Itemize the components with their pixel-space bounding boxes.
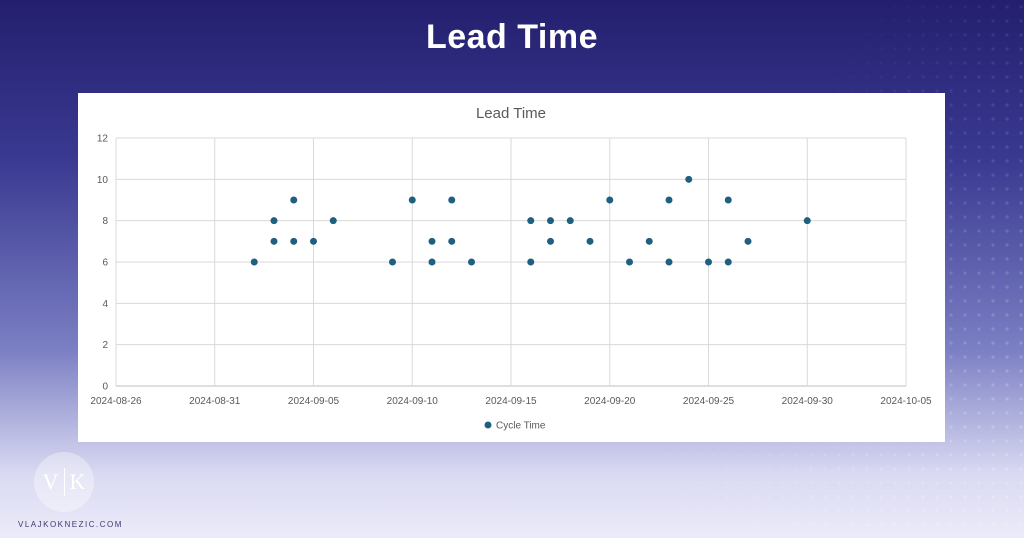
- y-tick-label: 6: [102, 258, 108, 269]
- data-point: [665, 196, 673, 204]
- data-point: [665, 258, 673, 266]
- chart-card: Lead Time 0 2 4 6 8 10 12 2024-08-26 2024-08-31…: [78, 93, 945, 442]
- data-point: [428, 258, 436, 266]
- data-point: [329, 217, 337, 225]
- logo-letter-k: K: [69, 469, 86, 494]
- page-title: Lead Time: [425, 18, 599, 56]
- data-point: [270, 237, 278, 245]
- data-point: [744, 237, 752, 245]
- data-point: [626, 258, 633, 266]
- x-tick-label: 2024-08-26: [90, 396, 142, 407]
- x-tick-label: 2024-10-05: [880, 396, 932, 407]
- legend-label-cycle-time: Cycle Time: [496, 421, 546, 432]
- logo-divider: [63, 468, 65, 496]
- data-point: [270, 217, 278, 225]
- data-point: [448, 196, 456, 204]
- data-point: [408, 196, 416, 204]
- brand-logo: V K: [34, 452, 94, 512]
- data-point: [606, 196, 614, 204]
- data-point: [547, 217, 554, 225]
- data-point: [290, 196, 298, 204]
- x-tick-label: 2024-08-31: [189, 396, 241, 407]
- data-points: [250, 175, 811, 266]
- chart-gridlines: [115, 137, 907, 387]
- x-tick-label: 2024-09-20: [584, 396, 636, 407]
- data-point: [389, 258, 396, 266]
- x-tick-label: 2024-09-30: [782, 396, 834, 407]
- x-tick-label: 2024-09-15: [485, 396, 537, 407]
- data-point: [527, 217, 535, 225]
- data-point: [250, 258, 258, 266]
- x-axis-ticks: 2024-08-26 2024-08-31 2024-09-05 2024-09-10…: [90, 396, 932, 407]
- y-tick-label: 4: [102, 299, 108, 310]
- x-tick-label: 2024-09-25: [683, 396, 735, 407]
- y-tick-label: 8: [102, 216, 108, 227]
- logo-letter-v: V: [42, 469, 59, 494]
- data-point: [645, 237, 653, 245]
- chart-title: Lead Time: [476, 105, 546, 122]
- legend-marker: [484, 421, 492, 429]
- y-tick-label: 2: [102, 340, 108, 351]
- data-point: [724, 258, 732, 266]
- y-tick-label: 12: [97, 134, 109, 145]
- data-point: [468, 258, 475, 266]
- data-point: [566, 217, 574, 225]
- x-tick-label: 2024-09-10: [387, 396, 439, 407]
- chart-legend: Cycle Time: [484, 421, 546, 432]
- data-point: [428, 237, 436, 245]
- y-axis-ticks: 0 2 4 6 8 10 12: [97, 134, 109, 393]
- y-tick-label: 10: [97, 175, 109, 186]
- x-tick-label: 2024-09-05: [288, 396, 340, 407]
- data-point: [705, 258, 712, 266]
- data-point: [586, 237, 594, 245]
- data-point: [724, 196, 732, 204]
- data-point: [310, 237, 317, 245]
- data-point: [527, 258, 535, 266]
- data-point: [685, 175, 693, 183]
- y-tick-label: 0: [102, 382, 108, 393]
- data-point: [547, 237, 554, 245]
- data-point: [290, 237, 298, 245]
- lead-time-scatter-chart: Lead Time 0 2 4 6 8 10 12 2024-08-26 2024-08-31…: [90, 105, 932, 432]
- data-point: [803, 217, 811, 225]
- data-point: [448, 237, 456, 245]
- site-url: VLAJKOKNEZIC.COM: [18, 520, 123, 529]
